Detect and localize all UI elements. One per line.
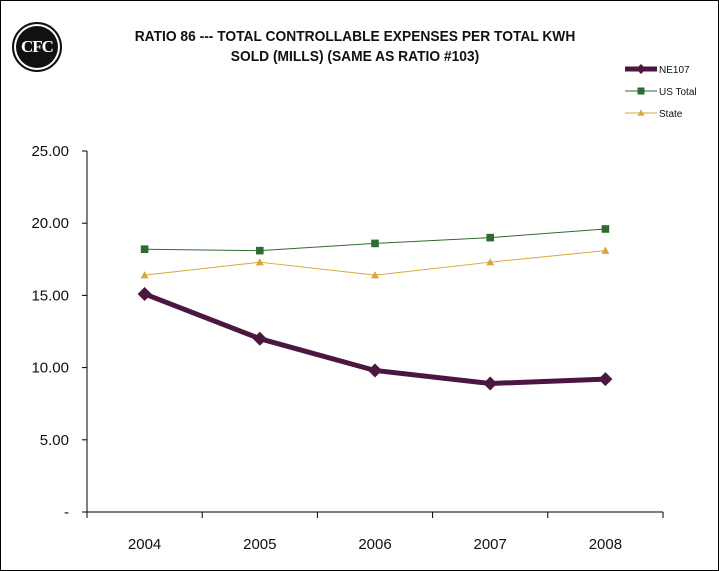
x-tick-label: 2007 bbox=[474, 536, 507, 553]
data-point-state bbox=[140, 271, 149, 279]
x-tick-label: 2006 bbox=[358, 536, 391, 553]
data-point-us-total bbox=[371, 239, 379, 248]
chart-title-line-1: RATIO 86 --- TOTAL CONTROLLABLE EXPENSES… bbox=[134, 28, 576, 45]
y-tick-label: 20.00 bbox=[31, 215, 69, 232]
data-point-state bbox=[601, 246, 610, 254]
x-tick-label: 2008 bbox=[589, 536, 622, 553]
data-point-state bbox=[371, 271, 379, 279]
data-point-ne107 bbox=[598, 372, 613, 387]
data-point-state bbox=[486, 258, 495, 266]
y-tick-label: 5.00 bbox=[40, 432, 69, 449]
x-tick-label: 2005 bbox=[243, 536, 276, 553]
data-point-us-total bbox=[140, 245, 149, 253]
chart-title-line-2: SOLD (MILLS) (SAME AS RATIO #103) bbox=[230, 48, 480, 65]
legend-label-ne107: NE107 bbox=[659, 65, 690, 76]
chart-title: RATIO 86 --- TOTAL CONTROLLABLE EXPENSES… bbox=[93, 27, 617, 67]
legend-marker-us-total bbox=[637, 87, 645, 95]
data-point-us-total bbox=[486, 233, 494, 242]
y-tick-label: 10.00 bbox=[31, 360, 69, 377]
legend-label-state: State bbox=[659, 109, 683, 120]
y-tick-label: 15.00 bbox=[31, 287, 69, 304]
logo-text: CFC bbox=[21, 37, 54, 56]
data-point-ne107 bbox=[483, 376, 498, 391]
legend-label-us-total: US Total bbox=[659, 87, 697, 98]
cfc-logo: CFC bbox=[12, 22, 62, 72]
data-point-us-total bbox=[601, 225, 610, 233]
legend-marker-ne107 bbox=[636, 64, 646, 74]
legend-marker-state bbox=[637, 109, 645, 116]
y-tick-label: 25.00 bbox=[31, 143, 69, 160]
data-point-us-total bbox=[256, 246, 264, 255]
y-tick-label: - bbox=[64, 504, 69, 521]
data-point-ne107 bbox=[252, 331, 267, 346]
data-point-state bbox=[255, 258, 264, 266]
x-tick-label: 2004 bbox=[128, 536, 161, 553]
data-point-ne107 bbox=[137, 286, 152, 301]
data-point-ne107 bbox=[368, 363, 382, 378]
